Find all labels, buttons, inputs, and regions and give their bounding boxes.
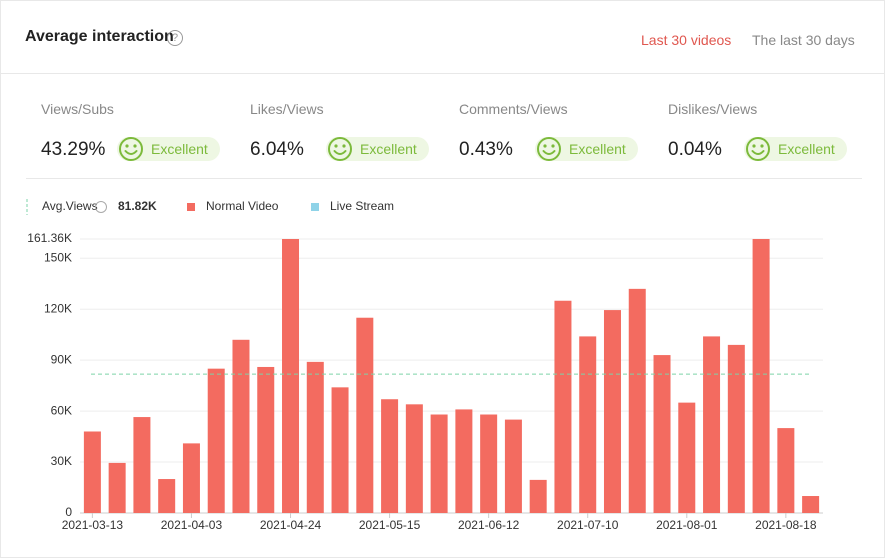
smile-icon: [537, 137, 561, 161]
bar: [331, 387, 349, 513]
bar: [108, 462, 126, 513]
bar: [802, 496, 820, 513]
y-tick-label: 0: [65, 505, 72, 519]
bar: [579, 336, 597, 513]
metric-label: Comments/Views: [459, 101, 568, 117]
bar: [603, 310, 621, 513]
y-tick-label: 60K: [51, 403, 72, 417]
bar: [628, 288, 646, 513]
bar: [257, 366, 275, 513]
bar: [529, 479, 547, 513]
avg-legend-label: Avg.Views: [42, 199, 98, 213]
legend-swatch: [311, 203, 319, 211]
smile-icon: [746, 137, 770, 161]
y-tick-label: 90K: [51, 352, 72, 366]
x-tick-label: 2021-06-12: [458, 518, 520, 532]
bar: [381, 399, 399, 513]
bar: [455, 409, 473, 513]
tab[interactable]: Last 30 videos: [641, 32, 732, 48]
y-tick-label: 150K: [44, 250, 72, 264]
bar: [306, 361, 324, 513]
rating-badge: Excellent: [535, 137, 638, 161]
y-tick-label: 120K: [44, 301, 72, 315]
bar: [356, 317, 374, 513]
bar: [504, 419, 522, 513]
bar: [727, 344, 745, 513]
legend-label: Normal Video: [206, 199, 279, 213]
x-tick-label: 2021-03-13: [62, 518, 124, 532]
bar: [678, 402, 696, 513]
legend-label: Live Stream: [330, 199, 394, 213]
x-tick-label: 2021-04-24: [260, 518, 322, 532]
bar: [133, 417, 151, 513]
title: Average interaction: [25, 28, 174, 45]
avg-value: 81.82K: [118, 199, 157, 213]
metric-label: Views/Subs: [41, 101, 114, 117]
bar: [83, 431, 101, 513]
bar: [282, 239, 300, 513]
bar: [480, 414, 498, 513]
bar: [554, 300, 572, 513]
bar: [703, 336, 721, 513]
metric-value: 0.04%: [668, 139, 722, 160]
metric-value: 0.43%: [459, 139, 513, 160]
legend-swatch: [187, 203, 195, 211]
x-tick-label: 2021-04-03: [161, 518, 223, 532]
x-tick-label: 2021-08-18: [755, 518, 817, 532]
bar: [752, 239, 770, 513]
bar: [158, 479, 176, 513]
bar: [653, 355, 671, 513]
bar: [207, 368, 225, 513]
metric-value: 43.29%: [41, 139, 106, 160]
y-tick-label: 30K: [51, 454, 72, 468]
metric-value: 6.04%: [250, 139, 304, 160]
smile-icon: [328, 137, 352, 161]
x-tick-label: 2021-05-15: [359, 518, 421, 532]
x-tick-label: 2021-08-01: [656, 518, 718, 532]
bar: [232, 339, 250, 513]
help-icon: [95, 201, 107, 213]
bar: [777, 428, 795, 513]
metric-label: Likes/Views: [250, 101, 324, 117]
smile-icon: [119, 137, 143, 161]
tab[interactable]: The last 30 days: [752, 32, 855, 48]
x-tick-label: 2021-07-10: [557, 518, 619, 532]
rating-badge: Excellent: [117, 137, 220, 161]
metric-label: Dislikes/Views: [668, 101, 758, 117]
rating-badge: Excellent: [744, 137, 847, 161]
bar: [405, 404, 423, 513]
rating-badge: Excellent: [326, 137, 429, 161]
bar: [430, 414, 448, 513]
help-icon[interactable]: ?: [167, 30, 183, 46]
divider: [1, 73, 884, 74]
bar: [182, 443, 200, 513]
y-tick-label: 161.36K: [27, 231, 72, 245]
divider: [26, 178, 862, 179]
